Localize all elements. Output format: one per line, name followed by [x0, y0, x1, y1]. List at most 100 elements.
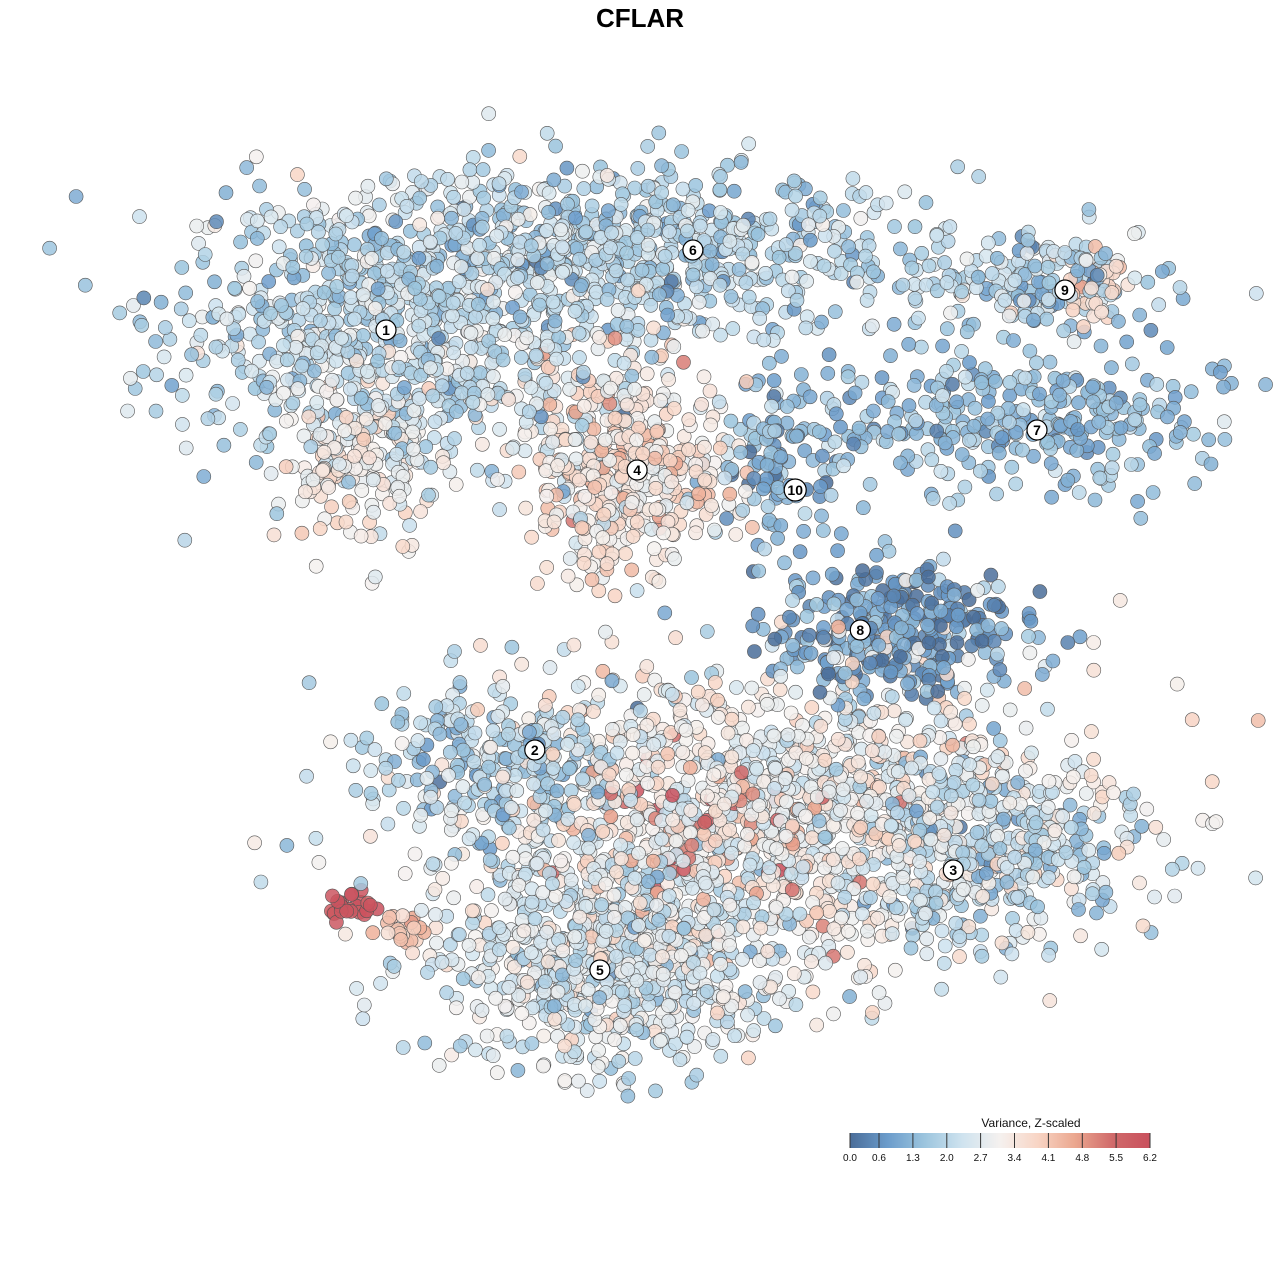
data-point	[374, 696, 390, 712]
data-point	[1035, 667, 1050, 682]
data-point	[266, 527, 282, 543]
data-point	[815, 448, 830, 464]
data-point	[935, 338, 950, 354]
data-point	[737, 984, 753, 1000]
data-point	[865, 1005, 880, 1020]
data-point	[1133, 510, 1149, 526]
data-point	[1076, 859, 1092, 875]
data-point	[380, 816, 396, 832]
data-point	[1039, 311, 1054, 327]
data-point	[610, 303, 626, 318]
data-point	[720, 725, 736, 741]
data-point	[427, 414, 443, 430]
data-point	[480, 887, 496, 903]
data-point	[1156, 832, 1171, 847]
data-point	[611, 1054, 627, 1069]
data-point	[741, 289, 757, 305]
data-point	[428, 907, 443, 922]
data-point	[772, 682, 788, 698]
data-point	[858, 185, 874, 200]
data-point	[853, 819, 869, 835]
data-point	[900, 676, 915, 692]
data-point	[681, 442, 696, 458]
data-point	[797, 506, 813, 521]
data-point	[833, 802, 848, 818]
data-point	[248, 455, 264, 470]
data-point	[744, 520, 760, 535]
data-point	[290, 167, 305, 182]
data-point	[233, 422, 248, 437]
data-point	[485, 294, 501, 310]
data-point	[990, 749, 1006, 764]
data-point	[1098, 246, 1113, 261]
data-point	[874, 652, 890, 668]
data-point	[540, 338, 555, 354]
data-point	[788, 997, 804, 1013]
data-point	[753, 920, 768, 936]
data-point	[447, 644, 462, 659]
data-point	[640, 178, 656, 194]
data-point	[887, 962, 903, 978]
data-point	[363, 828, 378, 844]
data-point	[619, 397, 635, 413]
data-point	[729, 680, 744, 695]
data-point	[661, 372, 676, 387]
data-point	[321, 480, 336, 495]
data-point	[446, 890, 462, 906]
data-point	[970, 583, 985, 598]
data-point	[541, 205, 556, 220]
data-point	[959, 324, 975, 340]
data-point	[216, 437, 232, 453]
data-point	[413, 504, 428, 519]
data-point	[883, 348, 898, 364]
data-point	[949, 394, 964, 410]
data-point	[1072, 629, 1088, 645]
data-point	[279, 352, 295, 368]
data-point	[788, 684, 803, 700]
data-point	[1204, 774, 1220, 790]
data-point	[668, 630, 683, 646]
data-point	[691, 486, 707, 502]
data-point	[429, 935, 444, 951]
data-point	[457, 795, 472, 811]
data-point	[581, 827, 596, 843]
data-point	[886, 703, 902, 719]
data-point	[821, 666, 836, 682]
data-point	[912, 733, 928, 749]
data-point	[699, 624, 715, 639]
data-point	[476, 190, 492, 206]
data-point	[227, 280, 242, 296]
data-point	[640, 775, 655, 791]
data-point	[584, 572, 600, 588]
data-point	[436, 455, 451, 471]
data-point	[785, 638, 800, 653]
data-point	[367, 569, 383, 585]
data-point	[887, 219, 902, 234]
data-point	[455, 971, 471, 987]
data-point	[406, 920, 422, 936]
data-point	[395, 1040, 411, 1055]
data-point	[348, 190, 363, 206]
data-point	[907, 219, 923, 234]
data-point	[1126, 786, 1141, 802]
data-point	[543, 421, 558, 437]
data-point	[786, 173, 802, 189]
data-point	[950, 159, 966, 175]
data-point	[904, 260, 920, 276]
data-point	[612, 1018, 628, 1033]
data-point	[516, 923, 532, 939]
data-point	[599, 168, 615, 183]
data-point	[856, 691, 872, 707]
data-point	[559, 160, 575, 176]
data-point	[343, 732, 359, 748]
data-point	[297, 182, 312, 197]
data-point	[586, 704, 601, 719]
data-point	[969, 825, 985, 840]
data-point	[495, 679, 511, 694]
data-point	[742, 857, 758, 873]
data-point	[1073, 928, 1088, 944]
data-point	[618, 546, 633, 561]
data-point	[344, 887, 359, 902]
data-point	[793, 367, 809, 382]
data-point	[158, 320, 173, 335]
